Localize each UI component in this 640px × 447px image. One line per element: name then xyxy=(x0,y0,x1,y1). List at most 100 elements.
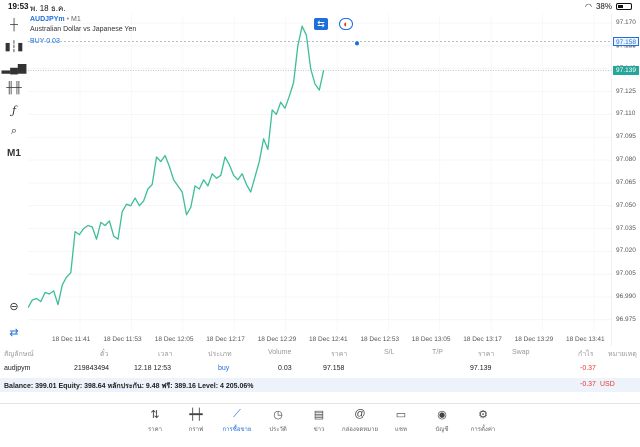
date: พ. 18 ธ.ค. xyxy=(30,4,66,13)
quotes-icon: ⇅ xyxy=(150,409,160,421)
header-swap[interactable]: Swap xyxy=(512,349,530,356)
cell-open-price: 97.158 xyxy=(323,365,345,372)
price-chart[interactable] xyxy=(28,14,612,346)
cell-type: buy xyxy=(218,365,230,372)
chart-symbol[interactable]: AUDJPYm xyxy=(30,16,65,23)
nav-mailbox[interactable]: @ กล่องจดหมาย xyxy=(340,408,380,434)
price-tick-label: 97.020 xyxy=(616,247,636,255)
battery-icon xyxy=(616,3,632,10)
time-tick-label: 18 Dec 13:05 xyxy=(411,336,451,343)
news-icon: ▤ xyxy=(313,409,325,421)
cell-volume: 0.03 xyxy=(278,365,292,372)
nav-label-news: ข่าว xyxy=(313,427,325,433)
settings-icon: ⚙ xyxy=(478,409,488,421)
nav-settings[interactable]: ⚙ การตั้งค่า xyxy=(463,408,503,434)
price-tick-label: 97.035 xyxy=(616,224,636,232)
signal-icon[interactable]: ◐ xyxy=(339,18,353,30)
buy-order-marker[interactable] xyxy=(355,41,359,46)
chart-header: AUDJPYm • M1 Australian Dollar vs Japane… xyxy=(30,15,136,35)
header-ticket[interactable]: ตั๋ว xyxy=(100,351,109,358)
trade-panel-icon[interactable]: ⇆ xyxy=(314,18,328,30)
header-profit[interactable]: กำไร xyxy=(578,351,594,358)
price-tick-label: 97.005 xyxy=(616,270,636,278)
bottom-nav: ⇅ ราคา ┿┿ กราฟ ⟋ การซื้อขาย ◷ ประวัติ ▤ … xyxy=(0,403,640,447)
trade-icon: ⟋ xyxy=(233,408,241,420)
header-open-price[interactable]: ราคา xyxy=(331,351,348,358)
nav-label-history: ประวัติ xyxy=(269,427,287,433)
price-tick-label: 97.095 xyxy=(616,133,636,141)
time-tick-label: 18 Dec 13:17 xyxy=(463,336,502,343)
nav-chart[interactable]: ┿┿ กราฟ xyxy=(176,408,216,434)
price-tick-label: 97.050 xyxy=(616,201,636,209)
header-volume[interactable]: Volume xyxy=(268,349,292,356)
nav-account[interactable]: ◉ บัญชี xyxy=(422,408,462,434)
price-tick-label: 97.170 xyxy=(616,19,636,27)
crosshair-icon[interactable]: ┼ xyxy=(10,19,18,31)
wifi-icon: ◠ xyxy=(585,2,592,11)
ask-price-label: 97.159 xyxy=(616,43,636,51)
header-type[interactable]: ประเภท xyxy=(208,351,232,358)
nav-trade[interactable]: ⟋ การซื้อขาย xyxy=(217,408,257,434)
time-tick-label: 18 Dec 13:29 xyxy=(514,336,554,343)
currency: USD xyxy=(600,381,615,388)
indicators-icon[interactable]: ƒ xyxy=(11,103,17,117)
header-time[interactable]: เวลา xyxy=(158,351,173,358)
price-tick-label: 96.990 xyxy=(616,293,636,300)
cell-ticket: 219843494 xyxy=(74,365,110,372)
header-price[interactable]: ราคา xyxy=(478,351,495,358)
nav-quotes[interactable]: ⇅ ราคา xyxy=(135,408,175,434)
battery-percent: 38% xyxy=(595,2,612,11)
nav-label-chart: กราฟ xyxy=(188,427,204,433)
battery-fill xyxy=(618,5,623,8)
one-click-trading-icon[interactable]: ⇄ xyxy=(9,326,19,339)
line-chart-type-icon[interactable]: ╫╫ xyxy=(6,82,22,94)
balance-summary: Balance: 399.01 Equity: 398.64 หลักประกั… xyxy=(0,378,640,392)
nav-label-account: บัญชี xyxy=(435,427,449,433)
nav-label-settings: การตั้งค่า xyxy=(470,427,496,433)
chart-icon: ┿┿ xyxy=(189,409,203,421)
chart-grid xyxy=(28,14,612,332)
zoom-icon[interactable]: ⊖ xyxy=(9,300,19,313)
time-tick-label: 18 Dec 12:41 xyxy=(309,336,348,343)
table-header: สัญลักษณ์ ตั๋ว เวลา ประเภท Volume ราคา S… xyxy=(0,346,640,360)
time-tick-label: 18 Dec 12:53 xyxy=(360,336,400,343)
clock: 19:53 xyxy=(8,2,29,11)
price-tick-label: 97.110 xyxy=(616,110,636,118)
cell-symbol: audjpym xyxy=(4,365,31,372)
total-profit: -0.37 xyxy=(580,381,596,388)
timeframe-button[interactable]: M1 xyxy=(7,147,21,159)
cell-time: 12.18 12:53 xyxy=(134,365,171,372)
time-tick-label: 18 Dec 12:17 xyxy=(206,336,245,343)
nav-chat[interactable]: ▭ แชท xyxy=(381,408,421,434)
bar-chart-type-icon[interactable]: ▂▄▆ xyxy=(1,61,27,74)
chart-timeframe: M1 xyxy=(70,16,81,23)
price-series-line xyxy=(28,25,325,309)
header-symbol[interactable]: สัญลักษณ์ xyxy=(4,351,34,358)
nav-label-chat: แชท xyxy=(395,427,407,433)
objects-icon[interactable]: ⌕ xyxy=(10,124,18,137)
price-tick-label: 96.975 xyxy=(616,315,636,323)
nav-history[interactable]: ◷ ประวัติ xyxy=(258,408,298,434)
status-bar: 19:53 พ. 18 ธ.ค. ◠ 38% xyxy=(0,0,640,14)
table-row[interactable]: audjpym 219843494 12.18 12:53 buy 0.03 9… xyxy=(0,362,640,376)
candlestick-chart-type-icon[interactable]: ▮┆▮ xyxy=(4,40,24,53)
mailbox-icon: @ xyxy=(354,408,366,420)
price-tick-label: 97.080 xyxy=(616,156,636,164)
time-tick-label: 18 Dec 11:53 xyxy=(103,336,142,343)
left-toolbar: ┼ ▮┆▮ ▂▄▆ ╫╫ ƒ ⌕ M1 ⊖ ⇄ xyxy=(0,14,28,344)
cell-price: 97.139 xyxy=(470,365,492,372)
header-tp[interactable]: T/P xyxy=(432,349,443,356)
time-tick-label: 18 Dec 12:29 xyxy=(257,336,297,343)
header-comment[interactable]: หมายเหตุ xyxy=(608,351,637,358)
nav-news[interactable]: ▤ ข่าว xyxy=(299,408,339,434)
last-price-tag: 97.139 xyxy=(613,65,639,75)
time-tick-label: 18 Dec 12:05 xyxy=(154,336,194,343)
price-tick-label: 97.065 xyxy=(616,178,636,186)
time-tick-label: 18 Dec 11:41 xyxy=(52,336,91,343)
nav-label-trade: การซื้อขาย xyxy=(222,427,252,433)
account-icon: ◉ xyxy=(437,409,447,421)
price-tick-label: 97.125 xyxy=(616,87,636,95)
header-sl[interactable]: S/L xyxy=(384,349,395,356)
time-tick-label: 18 Dec 13:41 xyxy=(566,336,605,343)
buy-order-label[interactable]: BUY 0.03 xyxy=(30,38,60,45)
